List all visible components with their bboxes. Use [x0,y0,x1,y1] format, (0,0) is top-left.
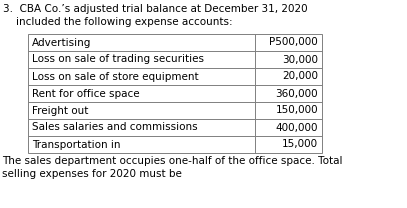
Text: Advertising: Advertising [32,37,92,47]
Text: 15,000: 15,000 [282,140,318,150]
Text: Freight out: Freight out [32,105,88,115]
Text: Loss on sale of store equipment: Loss on sale of store equipment [32,72,199,82]
Text: included the following expense accounts:: included the following expense accounts: [3,17,233,27]
Text: 360,000: 360,000 [276,88,318,99]
Text: Transportation in: Transportation in [32,140,120,150]
Text: 150,000: 150,000 [276,105,318,115]
Text: Rent for office space: Rent for office space [32,88,140,99]
Text: 400,000: 400,000 [276,123,318,132]
Text: Loss on sale of trading securities: Loss on sale of trading securities [32,54,204,64]
Text: 20,000: 20,000 [282,72,318,82]
Text: 3.  CBA Co.’s adjusted trial balance at December 31, 2020: 3. CBA Co.’s adjusted trial balance at D… [3,4,308,14]
Text: Sales salaries and commissions: Sales salaries and commissions [32,123,198,132]
Text: 30,000: 30,000 [282,54,318,64]
Text: P500,000: P500,000 [269,37,318,47]
Text: The sales department occupies one-half of the office space. Total: The sales department occupies one-half o… [2,156,343,166]
Bar [28,34,322,153]
Text: selling expenses for 2020 must be: selling expenses for 2020 must be [2,169,182,179]
